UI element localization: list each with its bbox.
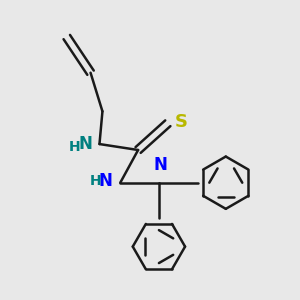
Text: H: H xyxy=(90,174,102,188)
Text: N: N xyxy=(99,172,113,190)
Text: S: S xyxy=(174,113,188,131)
Text: N: N xyxy=(78,135,92,153)
Text: N: N xyxy=(154,156,167,174)
Text: H: H xyxy=(68,140,80,154)
